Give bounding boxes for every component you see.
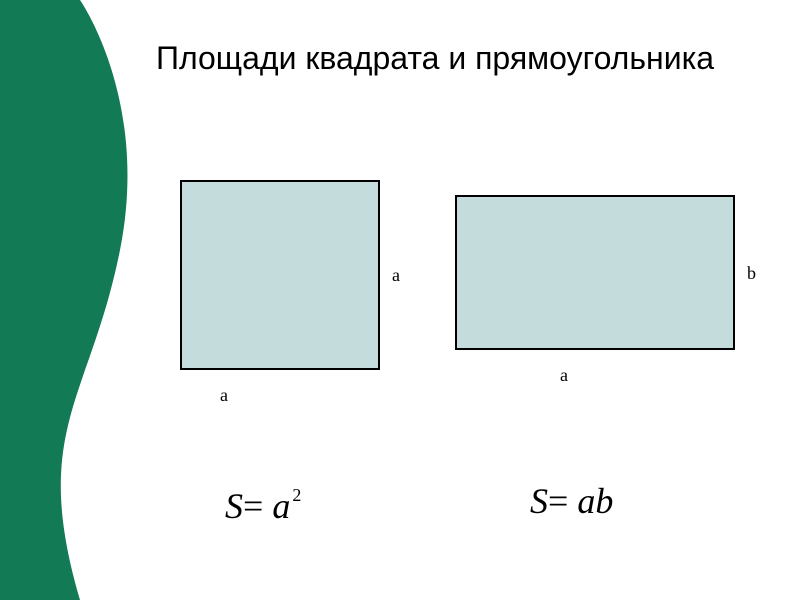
rectangle-shape xyxy=(455,195,735,350)
formula-square-S: S xyxy=(225,486,243,526)
formula-square-a: a xyxy=(272,486,290,526)
rectangle-side-right-label: b xyxy=(747,263,756,284)
formula-rectangle: S= ab xyxy=(530,480,613,522)
formula-square-exp: 2 xyxy=(292,485,301,505)
swoosh-path xyxy=(0,0,127,600)
square-side-bottom-label: a xyxy=(220,385,228,406)
formula-rect-S: S xyxy=(530,481,548,521)
formula-square-eq: = xyxy=(243,486,263,526)
formula-rect-ab: ab xyxy=(577,481,613,521)
square-shape xyxy=(180,180,380,370)
formula-rect-eq: = xyxy=(548,481,568,521)
formula-square: S= a2 xyxy=(225,485,299,527)
green-swoosh xyxy=(0,0,200,600)
square-side-right-label: a xyxy=(392,265,400,286)
rectangle-side-bottom-label: a xyxy=(560,365,568,386)
page-title: Площади квадрата и прямоугольника xyxy=(85,40,785,77)
